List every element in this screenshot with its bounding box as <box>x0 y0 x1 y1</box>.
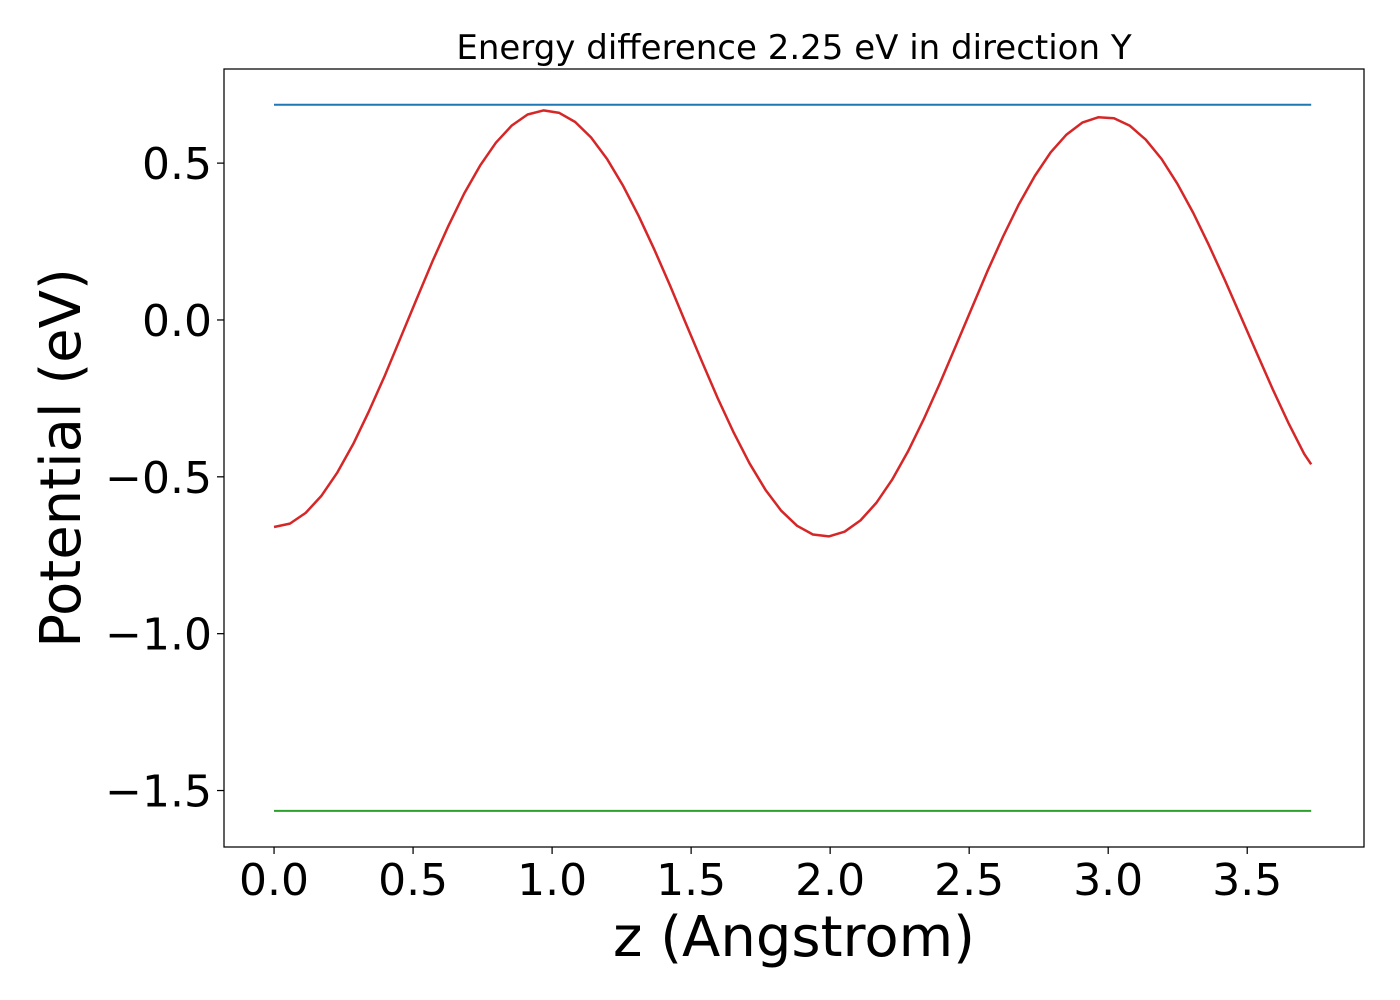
x-axis: 0.0 0.5 1.0 1.5 2.0 2.5 3.0 3.5 <box>239 847 1282 906</box>
plot-area-frame <box>223 68 1365 848</box>
y-tick-label: −1.5 <box>105 767 212 818</box>
series-layer <box>273 103 1313 812</box>
x-tick-label: 0.5 <box>378 855 448 906</box>
x-tick-label: 2.5 <box>934 855 1004 906</box>
y-tick-label: −1.0 <box>105 610 212 661</box>
y-axis-label: Potential (eV) <box>29 268 94 648</box>
series-line-2 <box>273 109 1313 538</box>
y-tick-label: −0.5 <box>105 453 212 504</box>
y-tick-label: 0.5 <box>142 139 212 190</box>
x-tick-label: 2.0 <box>795 855 865 906</box>
x-tick-label: 3.5 <box>1212 855 1282 906</box>
x-axis-label: z (Angstrom) <box>613 905 975 970</box>
y-tick-label: 0.0 <box>142 296 212 347</box>
x-tick-label: 3.0 <box>1073 855 1143 906</box>
x-tick-label: 1.5 <box>656 855 726 906</box>
x-tick-label: 1.0 <box>517 855 587 906</box>
x-tick-label: 0.0 <box>239 855 309 906</box>
chart-title: Energy difference 2.25 eV in direction Y <box>456 28 1131 68</box>
y-axis: 0.5 0.0 −0.5 −1.0 −1.5 <box>105 139 224 818</box>
